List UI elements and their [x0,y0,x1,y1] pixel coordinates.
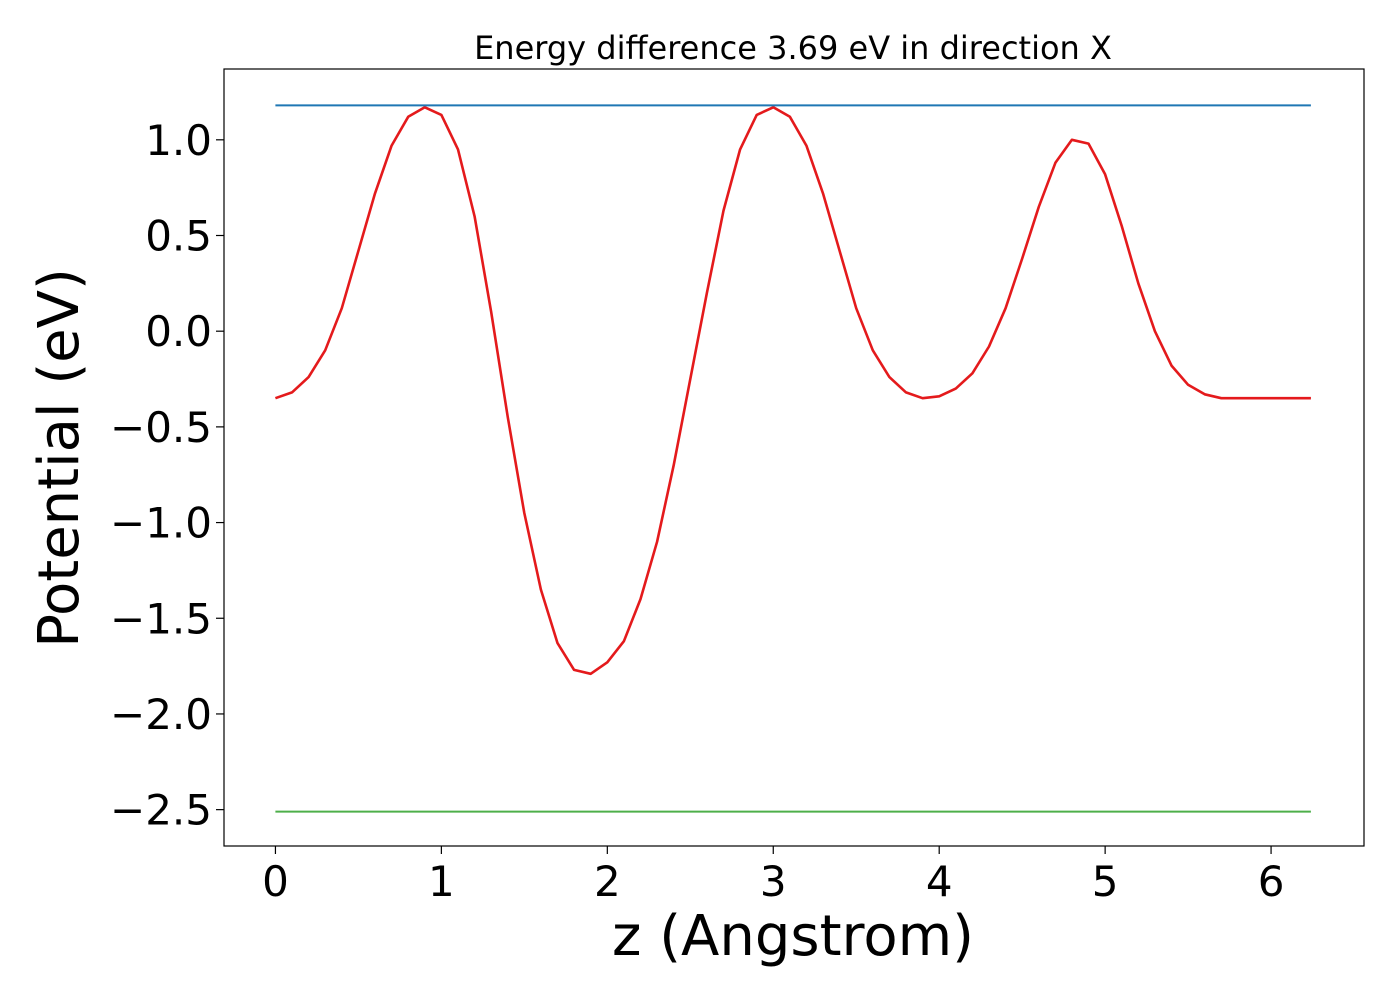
plot-area: 0 1 2 3 4 5 6 1.0 0.5 0.0 −0.5 −1.0 −1.5 −2.0 −2.5 [110,104,1311,906]
x-tick-label: 0 [262,857,289,906]
x-tick-label: 6 [1258,857,1285,906]
y-tick-label: −0.5 [110,403,212,452]
x-axis-label: z (Angstrom) [612,904,974,969]
y-tick-label: −2.5 [110,786,212,835]
y-tick-label: −2.0 [110,690,212,739]
y-tick-label: 1.0 [145,116,212,165]
y-tick-label: 0.0 [145,307,212,356]
plot-frame [223,68,1365,847]
y-axis-label: Potential (eV) [27,268,92,648]
y-tick-label: −1.0 [110,499,212,548]
y-tick-label: 0.5 [145,212,212,261]
x-tick-label: 1 [428,857,455,906]
x-tick-label: 4 [926,857,953,906]
x-tick-label: 5 [1092,857,1119,906]
chart-title: Energy difference 3.69 eV in direction X [474,29,1112,67]
series-line-1 [274,106,1311,676]
x-tick-label: 3 [760,857,787,906]
x-tick-label: 2 [594,857,621,906]
y-tick-label: −1.5 [110,594,212,643]
